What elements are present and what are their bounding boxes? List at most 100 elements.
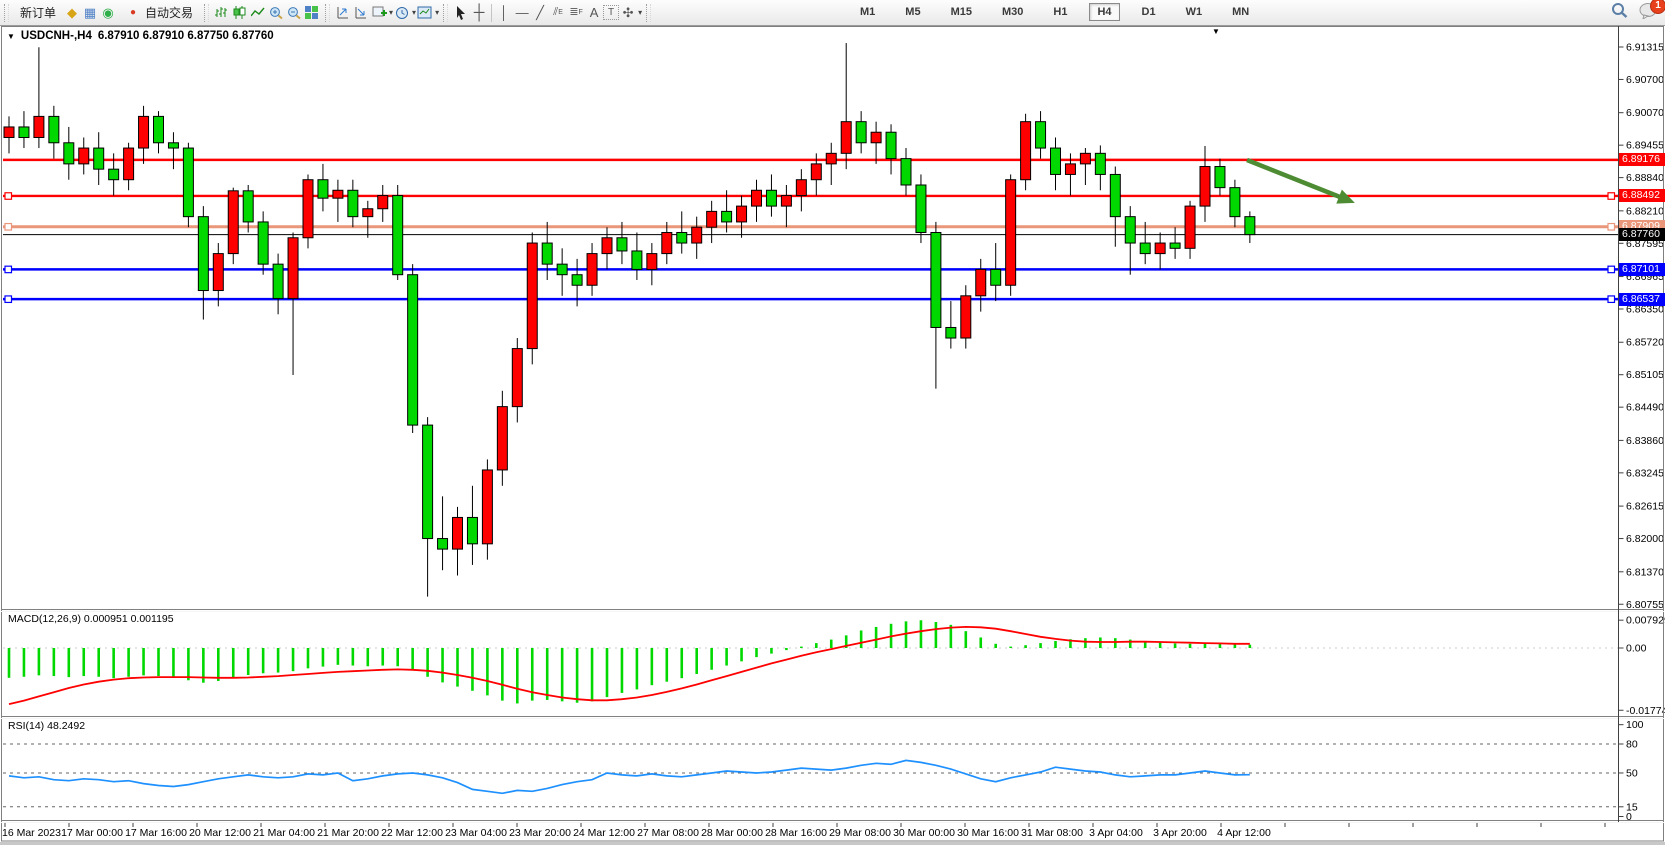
price-axis-tick: 6.86350 xyxy=(1626,304,1664,316)
line-handle[interactable] xyxy=(4,265,13,274)
price-axis-tick: 6.90700 xyxy=(1626,74,1664,86)
cursor-icon[interactable] xyxy=(452,4,470,21)
chart-window: 0.007929 0.00 -0.017743 100 80 50 150 6.91315 6.… xyxy=(0,26,1665,842)
toolbar-grip[interactable] xyxy=(4,3,9,22)
time-axis-label: 17 Mar 16:00 xyxy=(125,827,187,839)
line-handle[interactable] xyxy=(4,295,13,304)
trendline-icon[interactable]: ╱ xyxy=(536,5,544,20)
candles-chart-icon[interactable] xyxy=(231,4,249,21)
autotrading-button[interactable]: ● 自动交易 xyxy=(118,2,199,24)
trend-arrow[interactable] xyxy=(1246,157,1341,200)
timeframe-button-mn[interactable]: MN xyxy=(1232,6,1250,18)
price-label-6.87760: 6.87760 xyxy=(1619,228,1665,242)
time-axis-label: 28 Mar 16:00 xyxy=(765,827,827,839)
search-icon[interactable] xyxy=(1611,2,1629,19)
price-axis-tick: 6.85720 xyxy=(1626,337,1664,349)
rsi-axis-tick: 15 xyxy=(1626,801,1638,813)
arrange-right-icon[interactable] xyxy=(352,4,370,21)
gold-diamond-icon[interactable]: ◆ xyxy=(67,5,78,20)
fibonacci-icon[interactable]: ≣ F xyxy=(569,6,583,18)
bars-chart-icon[interactable] xyxy=(213,4,231,21)
time-axis-label: 23 Mar 04:00 xyxy=(445,827,507,839)
price-axis-tick: 6.90070 xyxy=(1626,107,1664,119)
line-handle[interactable] xyxy=(1607,192,1616,200)
tile-windows-icon[interactable] xyxy=(303,4,321,21)
line-handle[interactable] xyxy=(1607,222,1616,231)
timeframe-button-m1[interactable]: M1 xyxy=(860,6,876,18)
crosshair-icon[interactable]: ┼ xyxy=(473,4,485,21)
timeframe-button-h4[interactable]: H4 xyxy=(1089,3,1120,21)
time-axis-label: 31 Mar 08:00 xyxy=(1021,827,1083,839)
time-axis-label: 17 Mar 00:00 xyxy=(61,827,123,839)
horizontal-line-icon[interactable]: — xyxy=(515,5,529,20)
main-toolbar: 新订单 ◆ ▦ ◉ ● 自动交易 ▾ ▾ ▾ ┼ │ — xyxy=(0,0,1665,26)
time-axis-label: 21 Mar 04:00 xyxy=(253,827,315,839)
time-axis-label: 23 Mar 20:00 xyxy=(509,827,571,839)
symbol-period-label: USDCNH-,H4 xyxy=(20,30,92,42)
macd-label: MACD(12,26,9) 0.000951 0.001195 xyxy=(8,613,174,625)
text-icon[interactable]: A xyxy=(589,5,599,20)
price-axis-tick: 6.91315 xyxy=(1626,42,1664,54)
arrange-left-icon[interactable] xyxy=(334,4,352,21)
chart-shift-marker[interactable]: ▼ xyxy=(1212,27,1220,36)
clock-icon[interactable] xyxy=(393,4,411,21)
vertical-line-icon[interactable]: │ xyxy=(500,5,509,20)
ohlc-quotes: 6.87910 6.87910 6.87750 6.87760 xyxy=(97,30,274,42)
toolbar-grip[interactable] xyxy=(646,3,652,22)
chart-canvas[interactable]: 0.007929 0.00 -0.017743 100 80 50 150 6.91315 6.… xyxy=(0,26,1665,845)
templates-dropdown-icon[interactable]: ▾ xyxy=(435,8,440,17)
toolbar-grip[interactable] xyxy=(204,3,210,22)
line-handle[interactable] xyxy=(1607,295,1616,304)
zoom-in-icon[interactable] xyxy=(267,4,285,21)
shapes-dropdown-icon[interactable]: ▾ xyxy=(638,8,643,17)
timeframe-button-w1[interactable]: W1 xyxy=(1185,6,1203,18)
notification-badge: 1 xyxy=(1650,0,1665,14)
time-axis-label: 3 Apr 20:00 xyxy=(1153,827,1207,839)
price-axis-tick: 6.88210 xyxy=(1626,205,1664,217)
price-axis-tick: 6.83245 xyxy=(1626,467,1664,479)
templates-icon[interactable] xyxy=(416,4,434,21)
macd-values: 0.000951 0.001195 xyxy=(83,613,174,625)
rsi-value: 48.2492 xyxy=(47,720,86,732)
time-axis-label: 30 Mar 16:00 xyxy=(957,827,1019,839)
shapes-icon[interactable]: ✣ xyxy=(622,5,634,20)
add-chart-icon[interactable] xyxy=(370,4,388,21)
chart-title: ▼ USDCNH-,H4 6.87910 6.87910 6.87750 6.8… xyxy=(7,30,274,42)
timeframe-button-m5[interactable]: M5 xyxy=(905,6,921,18)
price-label-6.88492: 6.88492 xyxy=(1619,189,1665,203)
price-axis-tick: 6.88840 xyxy=(1626,172,1664,184)
chat-icon[interactable]: 1 xyxy=(1637,0,1665,19)
timeframe-button-m15[interactable]: M15 xyxy=(950,6,972,18)
price-label-6.87101: 6.87101 xyxy=(1619,262,1665,276)
toolbar-grip[interactable] xyxy=(325,3,331,22)
time-axis-label: 28 Mar 00:00 xyxy=(701,827,763,839)
time-axis-label: 20 Mar 12:00 xyxy=(189,827,251,839)
line-chart-icon[interactable] xyxy=(249,4,267,21)
label-icon[interactable]: T xyxy=(603,5,620,20)
terminal-window-icon[interactable]: ▦ xyxy=(83,5,97,20)
price-axis-tick: 6.83860 xyxy=(1626,435,1664,447)
price-axis-tick: 6.84490 xyxy=(1626,402,1664,414)
timeframe-button-d1[interactable]: D1 xyxy=(1141,6,1156,18)
new-order-button[interactable]: 新订单 xyxy=(14,2,62,24)
macd-axis-tick: 0.007929 xyxy=(1626,615,1665,627)
channel-icon[interactable]: ⫽ E xyxy=(553,6,563,18)
time-axis-label: 22 Mar 12:00 xyxy=(381,827,443,839)
line-handle[interactable] xyxy=(4,192,13,200)
timeframe-button-h1[interactable]: H1 xyxy=(1053,6,1068,18)
clock-dropdown-icon[interactable]: ▾ xyxy=(412,8,417,17)
new-order-label: 新订单 xyxy=(20,6,57,20)
rsi-line xyxy=(8,759,1250,795)
timeframe-button-m30[interactable]: M30 xyxy=(1001,6,1024,18)
zoom-out-icon[interactable] xyxy=(285,4,303,21)
macd-axis-tick: 0.00 xyxy=(1626,643,1647,655)
collapse-quotes-icon[interactable]: ▼ xyxy=(7,31,15,41)
add-chart-dropdown-icon[interactable]: ▾ xyxy=(389,8,394,17)
rsi-label: RSI(14) 48.2492 xyxy=(8,720,86,732)
toolbar-grip[interactable] xyxy=(443,3,449,22)
trend-arrow-head[interactable] xyxy=(1336,189,1355,204)
time-axis-label: 21 Mar 20:00 xyxy=(317,827,379,839)
signals-icon[interactable]: ◉ xyxy=(102,5,114,20)
line-handle[interactable] xyxy=(4,222,13,231)
line-handle[interactable] xyxy=(1607,265,1616,274)
